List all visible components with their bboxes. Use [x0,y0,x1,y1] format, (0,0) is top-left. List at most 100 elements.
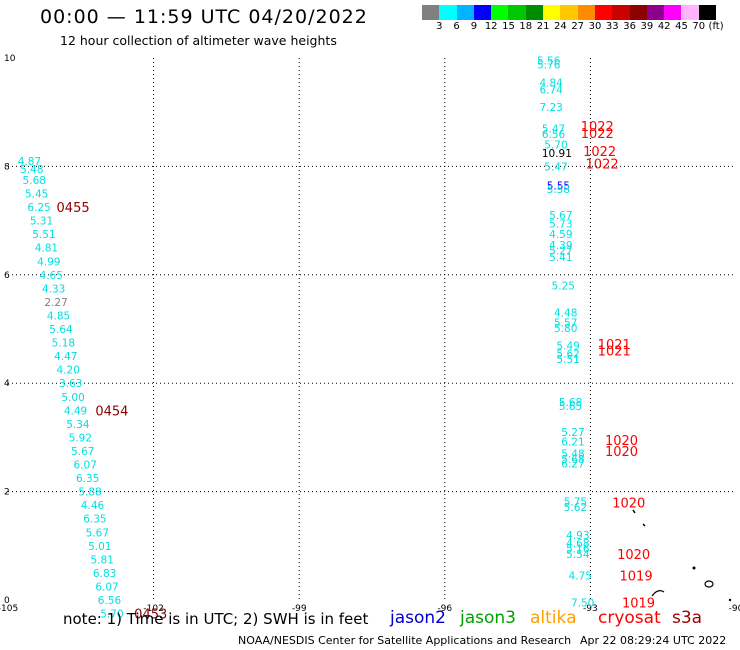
wave-height-label: 4.65 [40,270,63,282]
pass-time-label: 1020 [605,434,638,449]
x-tick-label: -102 [143,604,163,614]
colorbar-label: 12 [484,21,498,32]
wave-height-label: 5.34 [66,419,90,431]
wave-height-label: 6.07 [95,581,118,593]
wave-height-label: 5.41 [549,252,572,264]
wave-height-label: 5.62 [564,502,587,514]
wave-height-label: 4.48 [554,308,577,320]
wave-height-label: 7.50 [571,598,594,610]
colorbar-swatch [560,5,578,20]
wave-height-label: 6.21 [561,437,584,449]
colorbar-label: 3 [436,21,443,32]
wave-height-label: 5.31 [30,216,53,228]
wave-height-label: 6.35 [76,473,99,485]
wave-height-label: 4.20 [57,365,80,377]
x-tick-label: -99 [292,604,307,614]
pass-time-label: 1020 [612,496,645,511]
colorbar-label: (ft) [708,21,724,32]
colorbar-label: 18 [519,21,533,32]
wave-height-label: 5.45 [25,189,48,201]
wave-height-label: 5.49 [556,340,579,352]
legend-altika: altika [530,608,577,628]
colorbar-swatch [698,5,717,20]
wave-height-label: 5.75 [564,496,587,508]
pass-time-label: 1019 [620,570,653,585]
colorbar-swatch [594,5,613,20]
colorbar-swatch [629,5,647,20]
pass-time-label: 1021 [598,338,631,353]
legend-cryosat: cryosat [598,608,661,628]
wave-height-label: 5.73 [549,218,572,230]
colorbar-label: 33 [605,21,619,32]
colorbar-label: 9 [470,21,478,32]
wave-height-label: 5.51 [32,229,55,241]
wave-height-label: 5.80 [554,323,577,335]
wave-height-label: 5.18 [52,338,75,350]
colorbar-swatch [439,5,457,20]
legend-jason3: jason3 [460,608,516,628]
wave-height-label: 5.01 [88,541,111,553]
wave-height-label: 4.33 [42,283,65,295]
wave-height-label: 4.49 [64,405,87,417]
wave-height-label: 4.59 [549,229,572,241]
wave-height-label: 5.67 [71,446,94,458]
y-tick-label: 10 [4,54,16,64]
colorbar-swatch [422,5,440,20]
y-tick-label: 8 [4,162,10,172]
x-tick-label: -93 [583,604,598,614]
wave-height-label: 4.84 [539,77,563,89]
x-tick-label: -96 [437,604,452,614]
wave-height-label: 4.81 [35,243,58,255]
colorbar [422,5,717,20]
wave-height-label: 5.48 [561,449,584,461]
wave-height-label: 6.56 [98,595,122,607]
coastline-fragment [651,590,665,597]
y-tick-label: 4 [4,379,10,389]
coastline-fragment [642,523,646,527]
colorbar-label: 45 [675,21,688,32]
wave-height-label: 4.87 [18,156,41,168]
wave-height-label: 5.51 [556,354,579,366]
wave-height-label: 4.68 [566,538,589,550]
wave-height-label: 5.27 [561,427,584,439]
wave-height-label: 6.74 [539,84,563,96]
pass-time-label: 1022 [581,120,614,135]
colorbar-swatch [456,5,474,20]
pass-time-label: 0454 [95,404,128,419]
wave-height-label: 5.67 [86,527,109,539]
colorbar-swatch [612,5,630,20]
colorbar-label: 15 [502,21,515,32]
wave-height-label: 5.47 [544,161,567,173]
wave-height-label: 4.47 [54,351,77,363]
colorbar-swatch [646,5,665,20]
y-tick-label: 2 [4,488,10,498]
wave-height-label: 6.25 [27,202,50,214]
colorbar-swatch [681,5,699,20]
colorbar-label: 6 [453,21,460,32]
wave-height-label: 5.00 [61,392,84,404]
wave-height-label: 6.56 [542,129,566,141]
colorbar-labels: 3 6 9 12 15 18 21 24 27 30 33 36 39 42 45 70 (ft) [422,21,740,35]
x-tick-label: -105 [0,604,18,614]
wave-height-label: 4.93 [566,530,589,542]
x-tick-label: -90 [729,604,740,614]
wave-height-label: 4.75 [569,571,592,583]
colorbar-label: 42 [657,21,671,32]
wave-height-label: 5.68 [559,397,582,409]
colorbar-swatch [491,5,509,20]
coastline-fragment [632,509,636,514]
wave-height-label: 3.63 [59,378,82,390]
wave-height-label: 5.64 [49,324,73,336]
island-outline [704,580,714,588]
credit-text: NOAA/NESDIS Center for Satellite Applica… [238,634,572,647]
wave-height-label: 5.54 [566,549,590,561]
wave-height-label: 4.99 [37,256,60,268]
pass-time-label: 1020 [617,548,650,563]
page-subtitle: 12 hour collection of altimeter wave hei… [60,33,337,48]
colorbar-swatch [543,5,561,20]
colorbar-label: 27 [571,21,585,32]
wave-height-label: 5.65 [559,401,582,413]
wave-height-label: 6.83 [93,568,116,580]
pass-time-label: 1021 [598,345,631,360]
wave-height-label: 5.70 [100,609,123,621]
